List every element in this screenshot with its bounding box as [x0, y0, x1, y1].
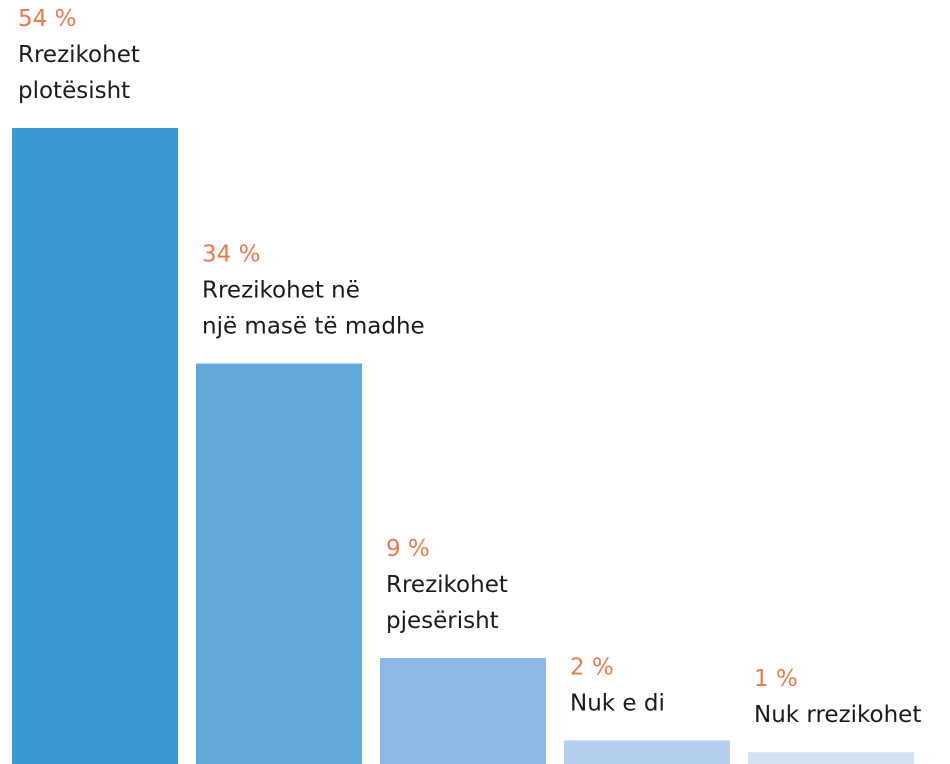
category-label: Rrezikohet plotësisht — [18, 42, 140, 104]
category-label: Nuk rrezikohet — [754, 702, 921, 728]
category-label-line: pjesërisht — [386, 608, 499, 634]
category-label: Rrezikohet në një masë të madhe — [202, 278, 425, 340]
value-label: 34 % — [202, 242, 260, 268]
category-label: Nuk e di — [570, 690, 665, 716]
bar — [564, 740, 730, 764]
category-label: Rrezikohet pjesërisht — [386, 572, 508, 634]
bar — [380, 658, 546, 764]
value-label: 1 % — [754, 666, 798, 692]
bar — [196, 363, 362, 764]
category-label-line: Rrezikohet në — [202, 278, 360, 304]
bar — [748, 752, 914, 764]
value-label: 54 % — [18, 6, 76, 32]
bar — [12, 128, 178, 764]
category-label-line: Nuk e di — [570, 690, 665, 716]
category-label-line: plotësisht — [18, 78, 130, 104]
category-label-line: një masë të madhe — [202, 314, 425, 340]
category-label-line: Nuk rrezikohet — [754, 702, 921, 728]
value-label: 2 % — [570, 654, 614, 680]
value-label: 9 % — [386, 536, 430, 562]
category-label-line: Rrezikohet — [386, 572, 508, 598]
category-label-line: Rrezikohet — [18, 42, 140, 68]
